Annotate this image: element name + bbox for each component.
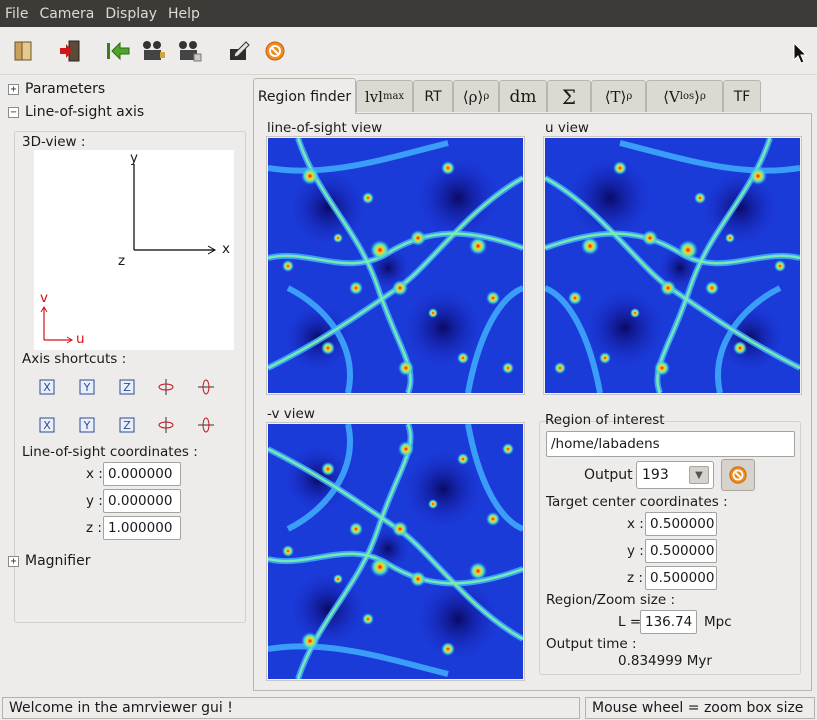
axis-y-label: y: [130, 150, 138, 166]
menu-help[interactable]: Help: [168, 5, 200, 22]
magnifier-label: Magnifier: [25, 553, 91, 569]
parameters-expander[interactable]: + Parameters: [8, 81, 105, 97]
l-label: L =: [618, 614, 642, 630]
output-combo[interactable]: 193 ▼: [636, 461, 714, 489]
menubar: File Camera Display Help: [0, 0, 817, 27]
target-x-field[interactable]: 0.500000: [645, 512, 717, 536]
tab-temperature[interactable]: ⟨T⟩ ρ: [591, 80, 646, 112]
axis-z-button[interactable]: Z: [116, 414, 138, 436]
axis-u-label: u: [76, 331, 85, 347]
output-time-label: Output time :: [546, 636, 637, 652]
flip-icon[interactable]: [195, 414, 217, 436]
plus-icon: +: [8, 83, 19, 95]
axis-v-label: v: [40, 290, 48, 306]
target-y-field[interactable]: 0.500000: [645, 539, 717, 563]
los-z-field[interactable]: 1.000000: [103, 516, 181, 540]
axis-y-button[interactable]: Y: [76, 376, 98, 398]
u-view-image[interactable]: [545, 138, 800, 393]
plus-icon: +: [8, 555, 19, 567]
target-z-field[interactable]: 0.500000: [645, 566, 717, 590]
target-z-label: z :: [627, 570, 643, 586]
zoom-size-label: Region/Zoom size :: [546, 592, 675, 608]
axis-x-button[interactable]: X: [36, 414, 58, 436]
los-axis-group: [14, 131, 246, 623]
menu-camera[interactable]: Camera: [39, 5, 95, 22]
rotate-icon[interactable]: [155, 414, 177, 436]
stop-circle-icon: [729, 466, 747, 484]
tab-rt[interactable]: RT: [413, 80, 453, 112]
v-view-label: -v view: [267, 406, 315, 422]
status-message: Welcome in the amrviewer gui !: [2, 697, 580, 719]
back-arrow-icon[interactable]: [104, 37, 132, 65]
roi-title: Region of interest: [545, 412, 665, 428]
svg-text:Z: Z: [123, 419, 131, 432]
tab-tf[interactable]: TF: [723, 80, 761, 112]
l-unit: Mpc: [704, 614, 732, 630]
parameters-label: Parameters: [25, 81, 106, 97]
svg-text:Z: Z: [123, 381, 131, 394]
los-x-field[interactable]: 0.000000: [103, 462, 181, 486]
axis-z-button[interactable]: Z: [116, 376, 138, 398]
camera-people-icon[interactable]: [139, 37, 167, 65]
target-label: Target center coordinates :: [546, 494, 728, 510]
axis-y-button[interactable]: Y: [76, 414, 98, 436]
menu-display[interactable]: Display: [105, 5, 157, 22]
camera-group-icon[interactable]: [175, 37, 203, 65]
los-x-label: x :: [86, 466, 103, 482]
menu-file[interactable]: File: [5, 5, 29, 22]
status-hint: Mouse wheel = zoom box size: [585, 697, 815, 719]
minus-icon: −: [8, 106, 19, 118]
axis-shortcuts-label: Axis shortcuts :: [22, 351, 127, 367]
axis-x-button[interactable]: X: [36, 376, 58, 398]
toolbar: [0, 27, 817, 75]
view3d-canvas[interactable]: y x z v u: [34, 150, 234, 350]
los-view-image[interactable]: [268, 138, 523, 393]
los-view-label: line-of-sight view: [267, 120, 383, 136]
tab-density[interactable]: ⟨ρ⟩ ρ: [453, 80, 499, 112]
tab-region-finder[interactable]: Region finder: [253, 78, 356, 114]
tab-dm[interactable]: dm: [499, 80, 547, 112]
output-label: Output: [584, 467, 633, 483]
los-z-label: z :: [86, 520, 102, 536]
svg-text:Y: Y: [83, 419, 91, 432]
svg-text:X: X: [43, 419, 51, 432]
roi-group: [539, 421, 801, 675]
los-coords-label: Line-of-sight coordinates :: [22, 444, 198, 460]
tab-vlos[interactable]: ⟨V los ⟩ ρ: [646, 80, 723, 112]
target-x-label: x :: [627, 516, 644, 532]
edit-icon[interactable]: [225, 37, 253, 65]
tab-sigma[interactable]: Σ: [547, 80, 591, 112]
los-axis-label: Line-of-sight axis: [25, 104, 145, 120]
los-axis-expander[interactable]: − Line-of-sight axis: [8, 104, 144, 120]
los-y-field[interactable]: 0.000000: [103, 489, 181, 513]
u-view-label: u view: [545, 120, 589, 136]
load-output-button[interactable]: [721, 459, 755, 491]
left-panel: + Parameters − Line-of-sight axis + Magn…: [0, 76, 252, 693]
flip-icon[interactable]: [195, 376, 217, 398]
v-view-image[interactable]: [268, 424, 523, 679]
output-time-value: 0.834999 Myr: [618, 653, 712, 669]
magnifier-expander[interactable]: + Magnifier: [8, 553, 91, 569]
tab-lvlmax[interactable]: lvl max: [356, 80, 413, 112]
output-value: 193: [642, 467, 669, 483]
stop-circle-icon[interactable]: [261, 37, 289, 65]
target-y-label: y :: [627, 543, 644, 559]
chevron-down-icon: ▼: [689, 466, 709, 484]
axis-z-label: z: [118, 253, 126, 269]
los-y-label: y :: [86, 493, 103, 509]
zoom-size-field[interactable]: 136.74: [640, 610, 697, 634]
rotate-icon[interactable]: [155, 376, 177, 398]
book-open-icon[interactable]: [9, 37, 37, 65]
view3d-label: 3D-view :: [22, 134, 86, 150]
exit-door-icon[interactable]: [56, 37, 84, 65]
mouse-pointer-icon: [786, 39, 814, 67]
svg-text:Y: Y: [83, 381, 91, 394]
path-field[interactable]: /home/labadens: [546, 431, 795, 457]
axis-x-label: x: [222, 241, 230, 257]
svg-text:X: X: [43, 381, 51, 394]
